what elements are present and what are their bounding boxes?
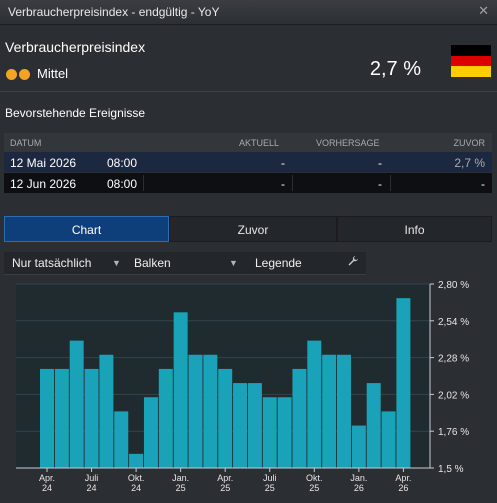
bar-apr-24 bbox=[40, 368, 54, 468]
col-date-header[interactable]: DATUM bbox=[10, 138, 42, 148]
x-tick-label: 24 bbox=[131, 483, 141, 493]
chevron-down-icon[interactable]: ▼ bbox=[229, 258, 238, 268]
bar-okt-24 bbox=[129, 453, 144, 468]
x-tick-label: Juli bbox=[263, 473, 277, 483]
table-row[interactable]: 12 Mai 2026 08:00 - - 2,7 % bbox=[4, 152, 492, 172]
chart-area: 2,80 % 2,54 % 2,28 % 2,02 % 1,76 % 1,5 % Apr. 2… bbox=[4, 276, 492, 498]
bar-nov-25 bbox=[322, 354, 337, 468]
bar-jun-25 bbox=[247, 383, 262, 468]
bar-jan-26 bbox=[351, 425, 366, 468]
y-tick-label: 1,76 % bbox=[438, 427, 469, 438]
x-tick-label: Apr. bbox=[395, 473, 411, 483]
bar-juli-24 bbox=[84, 368, 99, 468]
filter-dropdown[interactable]: Nur tatsächlich bbox=[12, 256, 92, 270]
window-title: Verbraucherpreisindex - endgültig - YoY bbox=[8, 5, 220, 19]
close-icon[interactable]: ✕ bbox=[478, 3, 489, 18]
col-previous-header[interactable]: ZUVOR bbox=[453, 138, 486, 148]
row-forecast: - bbox=[378, 156, 382, 170]
x-tick-label: Jan. bbox=[172, 473, 189, 483]
bar-chart: 2,80 %2,54 %2,28 %2,02 %1,76 %1,5 %Apr.2… bbox=[16, 280, 469, 493]
x-tick-label: 26 bbox=[354, 483, 364, 493]
bar-aug-25 bbox=[277, 397, 292, 468]
x-tick-label: Apr. bbox=[39, 473, 55, 483]
x-tick-label: 25 bbox=[220, 483, 230, 493]
wrench-icon[interactable] bbox=[347, 255, 359, 270]
row-time: 08:00 bbox=[107, 156, 138, 170]
x-tick-label: Juli bbox=[85, 473, 99, 483]
bar-apr-26 bbox=[396, 298, 411, 468]
bar-sep-24 bbox=[114, 411, 129, 468]
bar-m-r-25 bbox=[203, 354, 218, 468]
importance-label: Mittel bbox=[37, 66, 69, 81]
germany-flag-icon bbox=[451, 45, 491, 77]
bar-m-r-26 bbox=[381, 411, 396, 468]
bar-okt-25 bbox=[307, 340, 322, 468]
y-tick-label: 2,28 % bbox=[438, 354, 469, 365]
row-actual: - bbox=[281, 177, 285, 191]
indicator-name: Verbraucherpreisindex bbox=[5, 39, 146, 55]
x-tick-label: 25 bbox=[309, 483, 319, 493]
x-tick-label: 26 bbox=[398, 483, 408, 493]
legend-button[interactable]: Legende bbox=[255, 256, 302, 270]
tab-info[interactable]: Info bbox=[337, 216, 492, 242]
chart-toolbar: Nur tatsächlich ▼ Balken ▼ Legende bbox=[4, 252, 366, 275]
chart-type-dropdown[interactable]: Balken bbox=[134, 256, 171, 270]
indicator-summary: Verbraucherpreisindex Mittel 2,7 % bbox=[0, 25, 497, 92]
row-date: 12 Jun 2026 bbox=[10, 177, 77, 191]
tab-previous[interactable]: Zuvor bbox=[169, 216, 337, 242]
bar-aug-24 bbox=[99, 354, 114, 468]
indicator-value: 2,7 % bbox=[369, 58, 421, 80]
x-tick-label: 24 bbox=[42, 483, 52, 493]
tab-chart[interactable]: Chart bbox=[4, 216, 169, 242]
row-forecast: - bbox=[378, 177, 382, 191]
bar-jan-25 bbox=[173, 312, 188, 468]
window-titlebar: Verbraucherpreisindex - endgültig - YoY … bbox=[0, 0, 497, 25]
col-forecast-header[interactable]: VORHERSAGE bbox=[316, 138, 380, 148]
x-tick-label: Okt. bbox=[306, 473, 323, 483]
row-previous: 2,7 % bbox=[454, 156, 485, 170]
importance-icon bbox=[6, 66, 32, 84]
chevron-down-icon[interactable]: ▼ bbox=[112, 258, 121, 268]
x-tick-label: Apr. bbox=[217, 473, 233, 483]
bar-dez-25 bbox=[337, 354, 351, 468]
x-tick-label: 24 bbox=[87, 483, 97, 493]
bar-sep-25 bbox=[292, 368, 307, 468]
x-tick-label: 25 bbox=[265, 483, 275, 493]
bar-apr-25 bbox=[218, 368, 233, 468]
bar-dez-24 bbox=[158, 368, 173, 468]
bar-nov-24 bbox=[143, 397, 158, 468]
bar-juli-25 bbox=[262, 397, 277, 468]
bar-feb-26 bbox=[366, 383, 381, 468]
x-tick-label: Okt. bbox=[128, 473, 145, 483]
view-tabs: Chart Zuvor Info bbox=[4, 216, 492, 242]
table-row[interactable]: 12 Jun 2026 08:00 - - - bbox=[4, 173, 492, 193]
row-actual: - bbox=[281, 156, 285, 170]
row-time: 08:00 bbox=[107, 177, 138, 191]
events-table: DATUM AKTUELL VORHERSAGE ZUVOR 12 Mai 20… bbox=[4, 132, 492, 193]
bar-mai-25 bbox=[233, 383, 248, 468]
y-tick-label: 1,5 % bbox=[438, 464, 464, 475]
x-tick-label: Jan. bbox=[350, 473, 367, 483]
col-actual-header[interactable]: AKTUELL bbox=[239, 138, 280, 148]
row-previous: - bbox=[481, 177, 485, 191]
events-table-header: DATUM AKTUELL VORHERSAGE ZUVOR bbox=[4, 132, 492, 152]
row-date: 12 Mai 2026 bbox=[10, 156, 77, 170]
bar-jun-24 bbox=[69, 340, 84, 468]
x-tick-label: 25 bbox=[176, 483, 186, 493]
bar-feb-25 bbox=[188, 354, 203, 468]
events-section-title: Bevorstehende Ereignisse bbox=[5, 106, 146, 120]
bar-mai-24 bbox=[54, 368, 69, 468]
y-tick-label: 2,02 % bbox=[438, 390, 469, 401]
y-tick-label: 2,80 % bbox=[438, 280, 469, 291]
y-tick-label: 2,54 % bbox=[438, 317, 469, 328]
